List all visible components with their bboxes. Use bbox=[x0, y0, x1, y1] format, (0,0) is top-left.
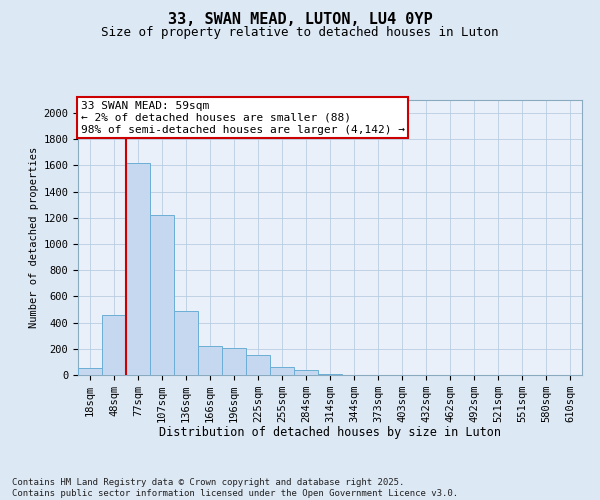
Text: Contains HM Land Registry data © Crown copyright and database right 2025.
Contai: Contains HM Land Registry data © Crown c… bbox=[12, 478, 458, 498]
Text: 33 SWAN MEAD: 59sqm
← 2% of detached houses are smaller (88)
98% of semi-detache: 33 SWAN MEAD: 59sqm ← 2% of detached hou… bbox=[80, 102, 404, 134]
Bar bbox=[246, 356, 270, 375]
Bar bbox=[174, 311, 198, 375]
Bar bbox=[198, 346, 222, 375]
Y-axis label: Number of detached properties: Number of detached properties bbox=[29, 147, 39, 328]
Bar bbox=[294, 370, 318, 375]
Bar bbox=[318, 374, 342, 375]
Bar bbox=[270, 367, 294, 375]
Bar bbox=[222, 348, 246, 375]
Bar bbox=[150, 215, 174, 375]
Bar bbox=[102, 315, 126, 375]
Text: Size of property relative to detached houses in Luton: Size of property relative to detached ho… bbox=[101, 26, 499, 39]
Bar bbox=[78, 368, 102, 375]
X-axis label: Distribution of detached houses by size in Luton: Distribution of detached houses by size … bbox=[159, 426, 501, 440]
Bar bbox=[126, 163, 150, 375]
Text: 33, SWAN MEAD, LUTON, LU4 0YP: 33, SWAN MEAD, LUTON, LU4 0YP bbox=[167, 12, 433, 28]
